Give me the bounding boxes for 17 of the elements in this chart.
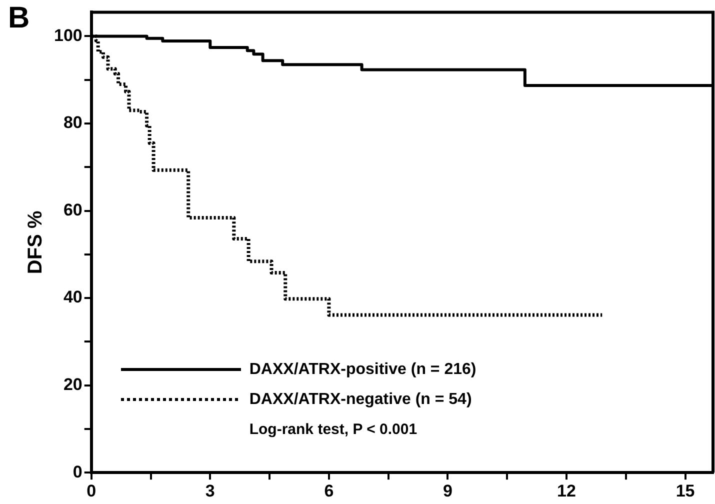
- x-tick-label: 15: [676, 481, 695, 500]
- chart-title: B: [8, 1, 30, 34]
- y-tick-label: 40: [63, 288, 82, 307]
- legend-label: DAXX/ATRX-positive (n = 216): [249, 360, 476, 379]
- x-tick-label: 6: [324, 481, 334, 500]
- y-tick-label: 60: [63, 200, 82, 220]
- y-tick-label: 0: [72, 462, 82, 482]
- y-tick-label: 100: [54, 26, 82, 45]
- legend-label: DAXX/ATRX-negative (n = 54): [249, 390, 472, 409]
- y-axis-title: DFS %: [24, 210, 47, 274]
- x-tick-label: 3: [205, 481, 215, 500]
- x-tick-label: 0: [86, 481, 96, 500]
- x-tick-label: 12: [557, 481, 576, 500]
- y-tick-label: 80: [63, 113, 82, 132]
- annotation: Log-rank test, P < 0.001: [249, 421, 418, 438]
- x-tick-label: 9: [442, 481, 452, 500]
- y-tick-label: 20: [63, 375, 82, 394]
